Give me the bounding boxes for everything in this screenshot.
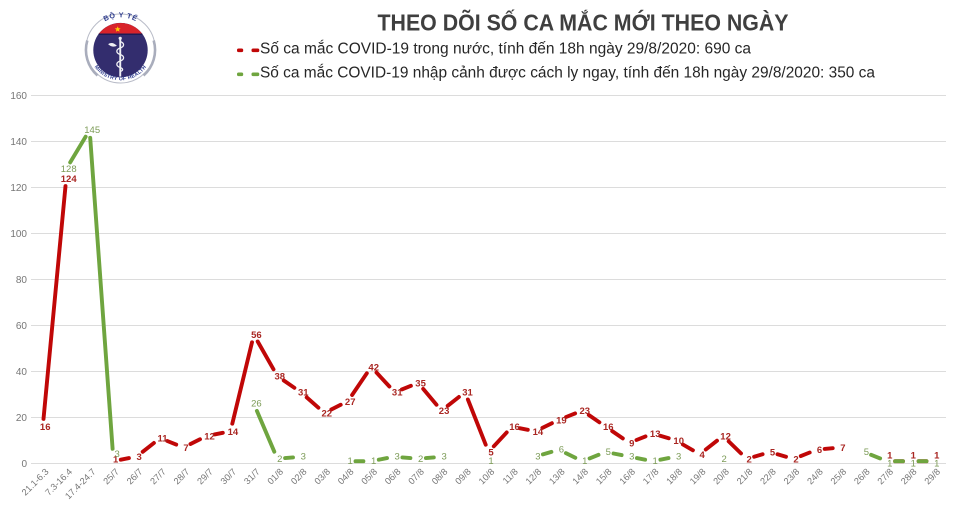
svg-text:120: 120 (10, 183, 27, 194)
svg-text:1: 1 (911, 459, 916, 470)
svg-text:10: 10 (673, 436, 684, 447)
svg-text:100: 100 (10, 229, 27, 240)
svg-text:7: 7 (840, 443, 845, 454)
svg-text:3: 3 (114, 449, 119, 460)
svg-text:16: 16 (509, 422, 520, 433)
svg-text:2: 2 (793, 454, 798, 465)
svg-text:140: 140 (10, 137, 27, 148)
svg-text:1: 1 (582, 456, 587, 467)
svg-text:3: 3 (676, 452, 681, 463)
svg-text:2: 2 (418, 454, 423, 465)
svg-text:42: 42 (368, 362, 379, 373)
svg-text:1: 1 (653, 456, 658, 467)
svg-text:23: 23 (439, 406, 450, 417)
svg-text:1: 1 (887, 459, 892, 470)
svg-text:1: 1 (887, 451, 893, 462)
svg-text:145: 145 (84, 125, 100, 136)
svg-text:1: 1 (488, 456, 493, 467)
svg-text:0: 0 (21, 459, 27, 470)
svg-text:3: 3 (136, 452, 141, 463)
svg-text:11: 11 (157, 434, 168, 445)
svg-text:14: 14 (228, 427, 239, 438)
svg-text:1: 1 (934, 459, 939, 470)
svg-text:31: 31 (392, 388, 403, 399)
svg-text:16: 16 (603, 422, 614, 433)
svg-text:5: 5 (606, 447, 611, 458)
svg-text:1: 1 (348, 456, 353, 467)
svg-text:5: 5 (864, 447, 869, 458)
svg-text:9: 9 (629, 438, 634, 449)
svg-text:4: 4 (700, 450, 706, 461)
svg-text:2: 2 (746, 454, 751, 465)
svg-text:128: 128 (61, 164, 77, 175)
svg-text:6: 6 (559, 445, 564, 456)
svg-text:35: 35 (415, 379, 426, 390)
svg-text:5: 5 (488, 448, 494, 459)
svg-text:THEO DÕI SỐ CA MẮC MỚI THEO NG: THEO DÕI SỐ CA MẮC MỚI THEO NGÀY (378, 8, 789, 35)
svg-text:56: 56 (251, 330, 262, 341)
svg-text:160: 160 (10, 91, 27, 102)
svg-text:3: 3 (395, 452, 400, 463)
svg-text:3: 3 (301, 452, 306, 463)
svg-text:13: 13 (650, 429, 661, 440)
svg-text:1: 1 (371, 456, 376, 467)
svg-text:1: 1 (934, 451, 940, 462)
svg-text:3: 3 (441, 452, 446, 463)
svg-text:38: 38 (275, 372, 286, 383)
svg-text:22: 22 (322, 408, 333, 419)
svg-text:19: 19 (556, 415, 567, 426)
svg-text:7: 7 (183, 443, 188, 454)
svg-text:20: 20 (16, 413, 28, 424)
svg-text:124: 124 (61, 174, 78, 185)
svg-text:26: 26 (251, 399, 262, 410)
svg-text:12: 12 (720, 431, 731, 442)
svg-text:27: 27 (345, 397, 356, 408)
svg-text:6: 6 (817, 445, 822, 456)
svg-text:1: 1 (113, 455, 119, 466)
svg-text:BỘ Y TẾ: BỘ Y TẾ (102, 10, 140, 23)
svg-text:80: 80 (16, 275, 28, 286)
svg-text:31: 31 (298, 388, 309, 399)
svg-text:14: 14 (533, 427, 544, 438)
svg-text:Số ca mắc COVID-19 trong nước,: Số ca mắc COVID-19 trong nước, tính đến … (260, 41, 751, 58)
svg-text:5: 5 (770, 448, 776, 459)
svg-text:3: 3 (629, 452, 634, 463)
svg-text:1: 1 (911, 451, 917, 462)
svg-text:16: 16 (40, 422, 51, 433)
svg-text:2: 2 (277, 454, 282, 465)
svg-text:12: 12 (204, 431, 215, 442)
svg-text:31: 31 (462, 388, 473, 399)
svg-text:2: 2 (721, 454, 726, 465)
svg-text:Số ca mắc COVID-19 nhập cảnh đ: Số ca mắc COVID-19 nhập cảnh được cách l… (260, 65, 875, 82)
svg-text:3: 3 (535, 452, 540, 463)
svg-text:60: 60 (16, 321, 28, 332)
svg-text:23: 23 (580, 406, 591, 417)
svg-text:40: 40 (16, 367, 28, 378)
